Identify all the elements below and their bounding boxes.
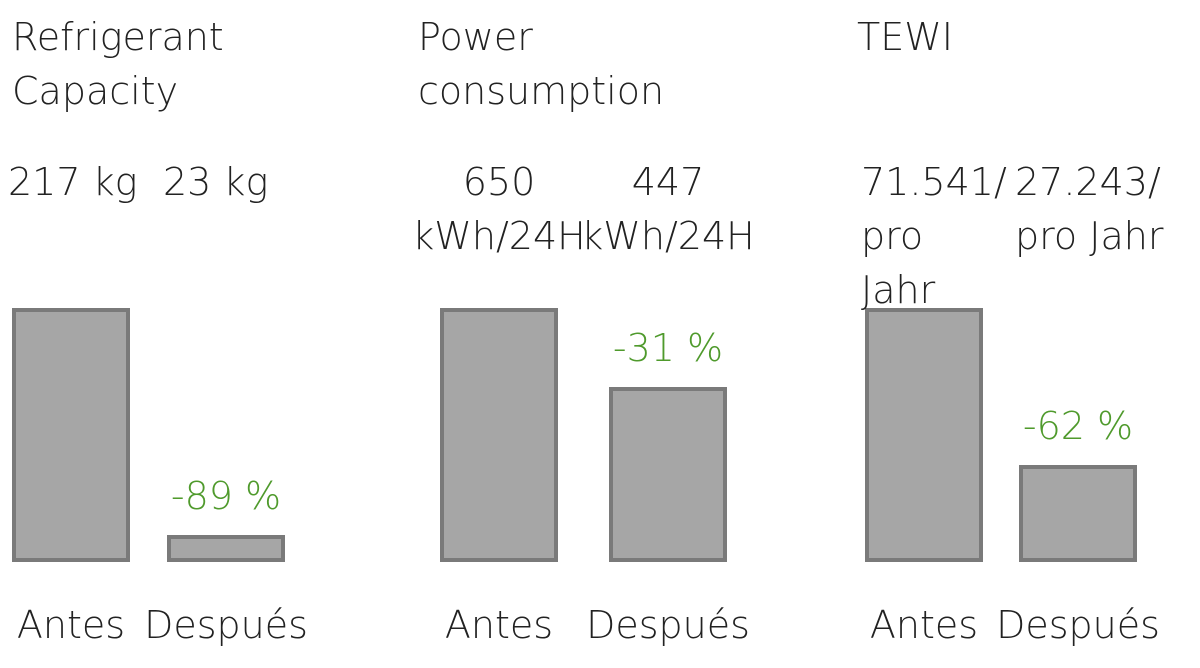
panel-title: Power consumption xyxy=(418,15,665,113)
bar xyxy=(865,308,983,562)
panel-title: TEWI xyxy=(857,15,954,59)
category-label: Antes xyxy=(16,603,126,647)
bar xyxy=(167,535,285,562)
value-label: 650 kWh/24H xyxy=(412,160,586,258)
value-label: 23 kg xyxy=(163,160,269,204)
bar xyxy=(12,308,130,562)
value-label: 71.541/ pro Jahr xyxy=(861,160,1007,312)
category-label: Antes xyxy=(869,603,979,647)
bar xyxy=(440,308,558,562)
change-annotation: -89 % xyxy=(170,474,282,519)
panel-title: Refrigerant Capacity xyxy=(12,15,224,113)
bar xyxy=(609,387,727,562)
bar xyxy=(1019,465,1137,562)
value-label: 27.243/ pro Jahr xyxy=(1015,160,1164,258)
category-label: Después xyxy=(586,603,750,647)
category-label: Después xyxy=(144,603,308,647)
change-annotation: -31 % xyxy=(612,326,724,371)
value-label: 447 kWh/24H xyxy=(581,160,755,258)
category-label: Después xyxy=(996,603,1160,647)
category-label: Antes xyxy=(444,603,554,647)
change-annotation: -62 % xyxy=(1022,404,1134,449)
value-label: 217 kg xyxy=(8,160,138,204)
